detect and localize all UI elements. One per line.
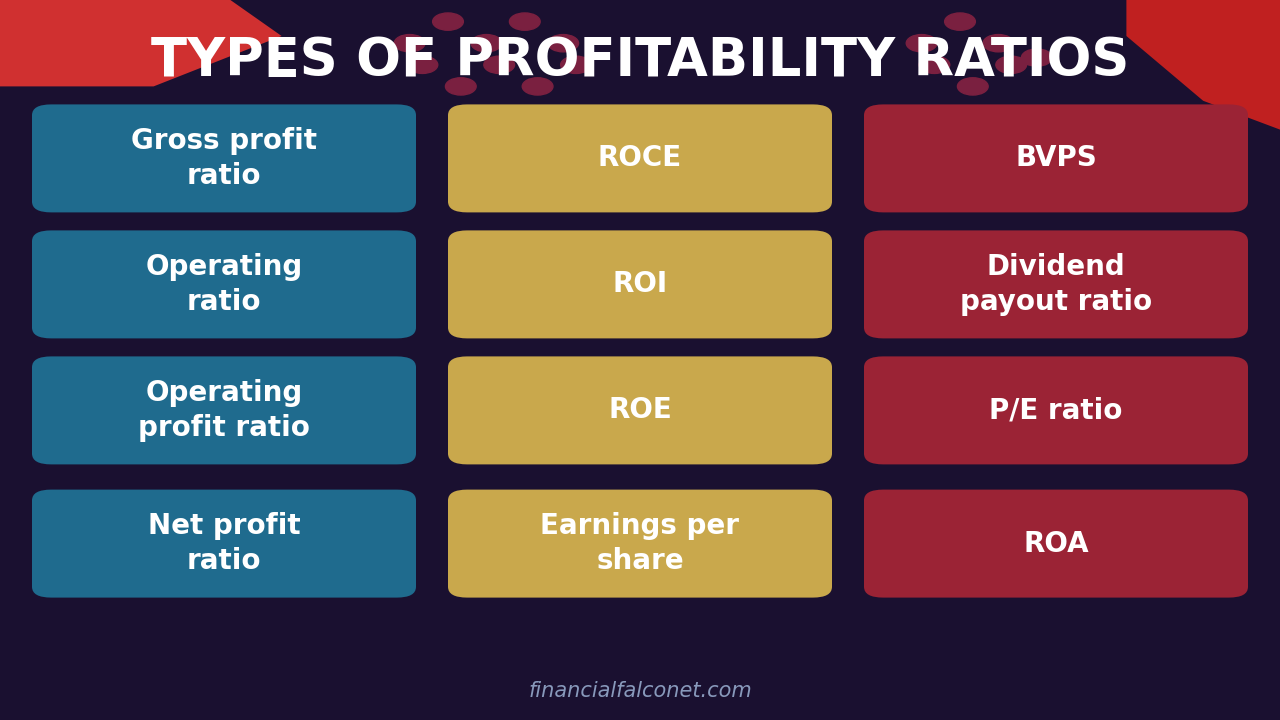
FancyBboxPatch shape <box>864 230 1248 338</box>
FancyBboxPatch shape <box>448 356 832 464</box>
Circle shape <box>983 35 1014 52</box>
Text: financialfalconet.com: financialfalconet.com <box>529 681 751 701</box>
Circle shape <box>1021 49 1052 66</box>
Text: Operating
profit ratio: Operating profit ratio <box>138 379 310 441</box>
Circle shape <box>509 13 540 30</box>
FancyBboxPatch shape <box>32 104 416 212</box>
Circle shape <box>522 78 553 95</box>
Text: BVPS: BVPS <box>1015 145 1097 172</box>
Circle shape <box>945 13 975 30</box>
Text: Dividend
payout ratio: Dividend payout ratio <box>960 253 1152 315</box>
Circle shape <box>919 56 950 73</box>
Text: ROA: ROA <box>1023 530 1089 557</box>
Circle shape <box>996 56 1027 73</box>
FancyBboxPatch shape <box>864 490 1248 598</box>
FancyBboxPatch shape <box>448 230 832 338</box>
Polygon shape <box>1126 0 1280 130</box>
Circle shape <box>445 78 476 95</box>
FancyBboxPatch shape <box>32 356 416 464</box>
Circle shape <box>484 56 515 73</box>
FancyBboxPatch shape <box>864 356 1248 464</box>
Circle shape <box>548 35 579 52</box>
Circle shape <box>561 56 591 73</box>
Text: P/E ratio: P/E ratio <box>989 397 1123 424</box>
Text: ROI: ROI <box>612 271 668 298</box>
Circle shape <box>957 78 988 95</box>
FancyBboxPatch shape <box>32 230 416 338</box>
Text: TYPES OF PROFITABILITY RATIOS: TYPES OF PROFITABILITY RATIOS <box>151 35 1129 87</box>
Text: Operating
ratio: Operating ratio <box>146 253 302 315</box>
FancyBboxPatch shape <box>448 490 832 598</box>
Text: ROCE: ROCE <box>598 145 682 172</box>
FancyBboxPatch shape <box>32 490 416 598</box>
Circle shape <box>906 35 937 52</box>
Text: Gross profit
ratio: Gross profit ratio <box>131 127 317 189</box>
FancyBboxPatch shape <box>448 104 832 212</box>
FancyBboxPatch shape <box>864 104 1248 212</box>
Circle shape <box>433 13 463 30</box>
Text: Earnings per
share: Earnings per share <box>540 513 740 575</box>
Text: ROE: ROE <box>608 397 672 424</box>
Polygon shape <box>0 0 282 86</box>
Text: Net profit
ratio: Net profit ratio <box>147 513 301 575</box>
Circle shape <box>394 35 425 52</box>
Circle shape <box>471 35 502 52</box>
Circle shape <box>407 56 438 73</box>
